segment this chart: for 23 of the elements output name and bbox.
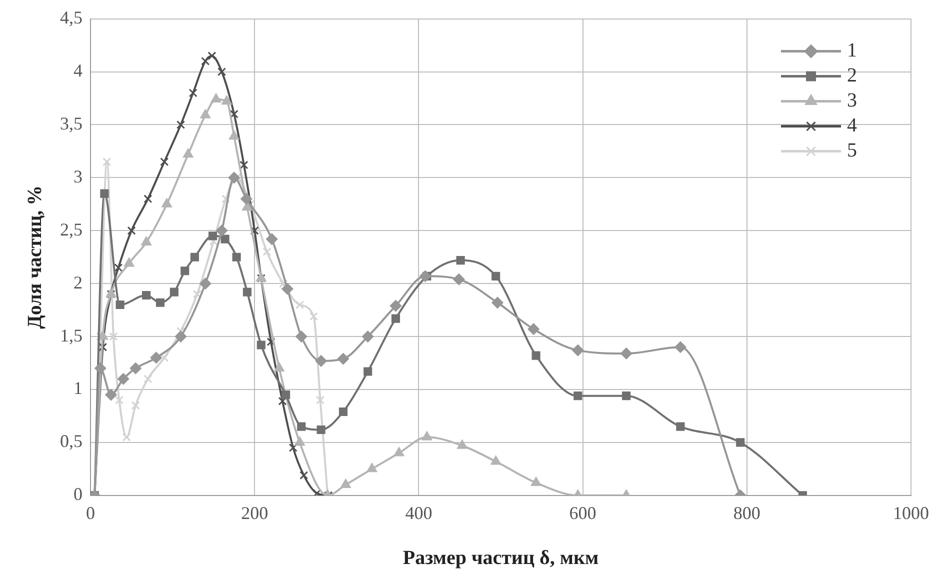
- y-tick-label: 4: [74, 60, 82, 80]
- y-tick-label: 1: [74, 378, 82, 398]
- legend-label: 3: [847, 90, 857, 112]
- y-tick-label: 3,5: [60, 113, 82, 134]
- x-tick-label: 0: [86, 502, 95, 523]
- x-tick-label: 1000: [893, 502, 929, 523]
- legend-label: 5: [847, 140, 857, 162]
- x-tick-label: 400: [405, 502, 432, 523]
- x-tick-label: 800: [733, 502, 760, 523]
- y-tick-label: 0: [74, 484, 82, 504]
- y-tick-label: 0,5: [60, 431, 82, 452]
- x-tick-label: 200: [241, 502, 268, 523]
- y-axis-title: Доля частиц, %: [24, 185, 46, 329]
- x-axis-title: Размер частиц δ, мкм: [402, 547, 599, 570]
- y-tick-label: 4,5: [60, 8, 82, 28]
- y-tick-label: 2,5: [60, 219, 82, 240]
- legend-label: 4: [847, 114, 857, 137]
- legend-label: 1: [847, 40, 857, 62]
- legend-label: 2: [847, 64, 857, 87]
- x-tick-label: 600: [569, 502, 596, 523]
- y-tick-label: 2: [74, 272, 82, 292]
- y-tick-label: 1,5: [60, 325, 82, 346]
- y-tick-label: 3: [74, 166, 82, 186]
